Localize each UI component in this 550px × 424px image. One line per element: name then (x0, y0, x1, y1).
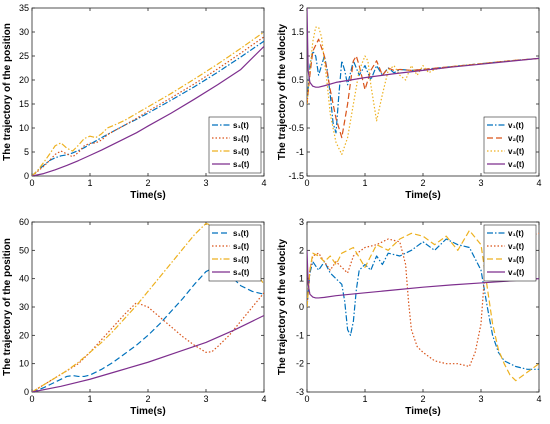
y-tick-label: 3 (299, 217, 304, 227)
series-line-2 (32, 292, 264, 392)
x-tick-label: 4 (261, 394, 266, 404)
series-line-1 (32, 40, 264, 176)
x-tick-label: 0 (29, 178, 34, 188)
legend: s₁(t) s₂(t) s₃(t) s₄(t) (208, 224, 262, 282)
y-tick-label: 2 (299, 3, 304, 13)
y-tick-label: -1.5 (288, 171, 304, 181)
y-axis-label: The trajectory of the position (2, 23, 13, 161)
y-axis-label: The trajectory of the velocity (277, 238, 288, 375)
x-tick-label: 2 (145, 394, 150, 404)
y-tick-label: -1 (296, 330, 304, 340)
legend-label: s₃(t) (233, 255, 249, 264)
x-tick-label: 4 (261, 178, 266, 188)
y-tick-label: 1.5 (291, 27, 304, 37)
x-axis-label: Time(s) (130, 406, 165, 417)
series-line-1 (307, 238, 539, 370)
x-tick-label: 3 (203, 394, 208, 404)
y-tick-label: -3 (296, 387, 304, 397)
y-tick-label: 20 (19, 330, 29, 340)
legend-label: s₄(t) (233, 268, 250, 277)
y-tick-label: 50 (19, 245, 29, 255)
x-tick-label: 4 (536, 394, 541, 404)
series-line-4 (32, 314, 264, 392)
legend-label: s₁(t) (233, 229, 249, 238)
legend: v₁(t) v₂(t) v₃(t) v₄(t) (483, 116, 537, 174)
y-tick-label: 15 (19, 99, 29, 109)
x-tick-label: 3 (203, 178, 208, 188)
y-tick-label: 0 (299, 302, 304, 312)
legend-label: v₂(t) (508, 242, 524, 251)
x-tick-label: 2 (145, 178, 150, 188)
y-tick-label: 5 (24, 147, 29, 157)
y-tick-label: 2 (299, 245, 304, 255)
x-tick-label: 1 (362, 394, 367, 404)
y-axis-label: The trajectory of the velocity (277, 23, 288, 160)
legend-label: s₂(t) (233, 242, 249, 251)
legend-label: v₂(t) (508, 134, 524, 143)
x-tick-label: 4 (536, 178, 541, 188)
y-tick-label: 1 (299, 274, 304, 284)
legend: s₁(t) s₂(t) s₃(t) s₄(t) (208, 116, 262, 174)
legend-label: v₃(t) (508, 255, 524, 264)
y-tick-label: 30 (19, 27, 29, 37)
y-tick-label: 1 (299, 51, 304, 61)
x-tick-label: 1 (87, 178, 92, 188)
x-tick-label: 2 (420, 394, 425, 404)
legend: v₁(t) v₂(t) v₃(t) v₄(t) (483, 224, 537, 282)
y-tick-label: -0.5 (288, 123, 304, 133)
y-tick-label: 0 (299, 99, 304, 109)
legend-label: s₄(t) (233, 160, 250, 169)
legend-label: s₁(t) (233, 121, 249, 130)
series-line-4 (32, 45, 264, 176)
y-tick-label: -1 (296, 147, 304, 157)
y-axis-label: The trajectory of the position (2, 238, 13, 376)
series-line-3 (32, 31, 264, 176)
y-tick-label: 10 (19, 123, 29, 133)
x-axis-label: Time(s) (405, 406, 440, 417)
series-line-1 (307, 50, 539, 134)
y-tick-label: 10 (19, 359, 29, 369)
y-tick-label: 25 (19, 51, 29, 61)
y-tick-label: 40 (19, 274, 29, 284)
x-axis-label: Time(s) (130, 190, 165, 201)
legend-label: v₁(t) (508, 229, 524, 238)
x-tick-label: 0 (29, 394, 34, 404)
series-line-3 (307, 26, 539, 155)
y-tick-label: 0 (24, 387, 29, 397)
x-axis-label: Time(s) (405, 190, 440, 201)
legend-label: v₃(t) (508, 147, 524, 156)
x-tick-label: 0 (304, 394, 309, 404)
chart-panel-1: 0 1 2 3 4 0 5 10 15 20 25 30 35 Time(s) The trajectory… (2, 3, 267, 201)
x-tick-label: 3 (478, 394, 483, 404)
legend-label: v₄(t) (508, 160, 525, 169)
series-line-4 (307, 250, 539, 299)
x-tick-label: 3 (478, 178, 483, 188)
y-tick-label: 30 (19, 302, 29, 312)
legend-label: v₄(t) (508, 268, 525, 277)
legend-label: v₁(t) (508, 121, 524, 130)
series-line-2 (32, 36, 264, 176)
y-tick-label: 35 (19, 3, 29, 13)
series-line-3 (307, 229, 539, 382)
legend-label: s₂(t) (233, 134, 249, 143)
y-tick-label: -2 (296, 359, 304, 369)
y-tick-label: 20 (19, 75, 29, 85)
x-tick-label: 1 (362, 178, 367, 188)
y-tick-label: 60 (19, 217, 29, 227)
x-tick-label: 0 (304, 178, 309, 188)
x-tick-label: 1 (87, 394, 92, 404)
chart-panel-2: 0 1 2 3 4 -1.5 -1 -0.5 0 0.5 1 1.5 2 Time(s) The traje… (277, 3, 542, 201)
x-tick-label: 2 (420, 178, 425, 188)
legend-label: s₃(t) (233, 147, 249, 156)
y-tick-label: 0.5 (291, 75, 304, 85)
series-line-4 (307, 8, 539, 88)
chart-panel-4: 0 1 2 3 4 -3 -2 -1 0 1 2 3 Time(s) The trajectory of … (277, 217, 542, 417)
y-tick-label: 0 (24, 171, 29, 181)
